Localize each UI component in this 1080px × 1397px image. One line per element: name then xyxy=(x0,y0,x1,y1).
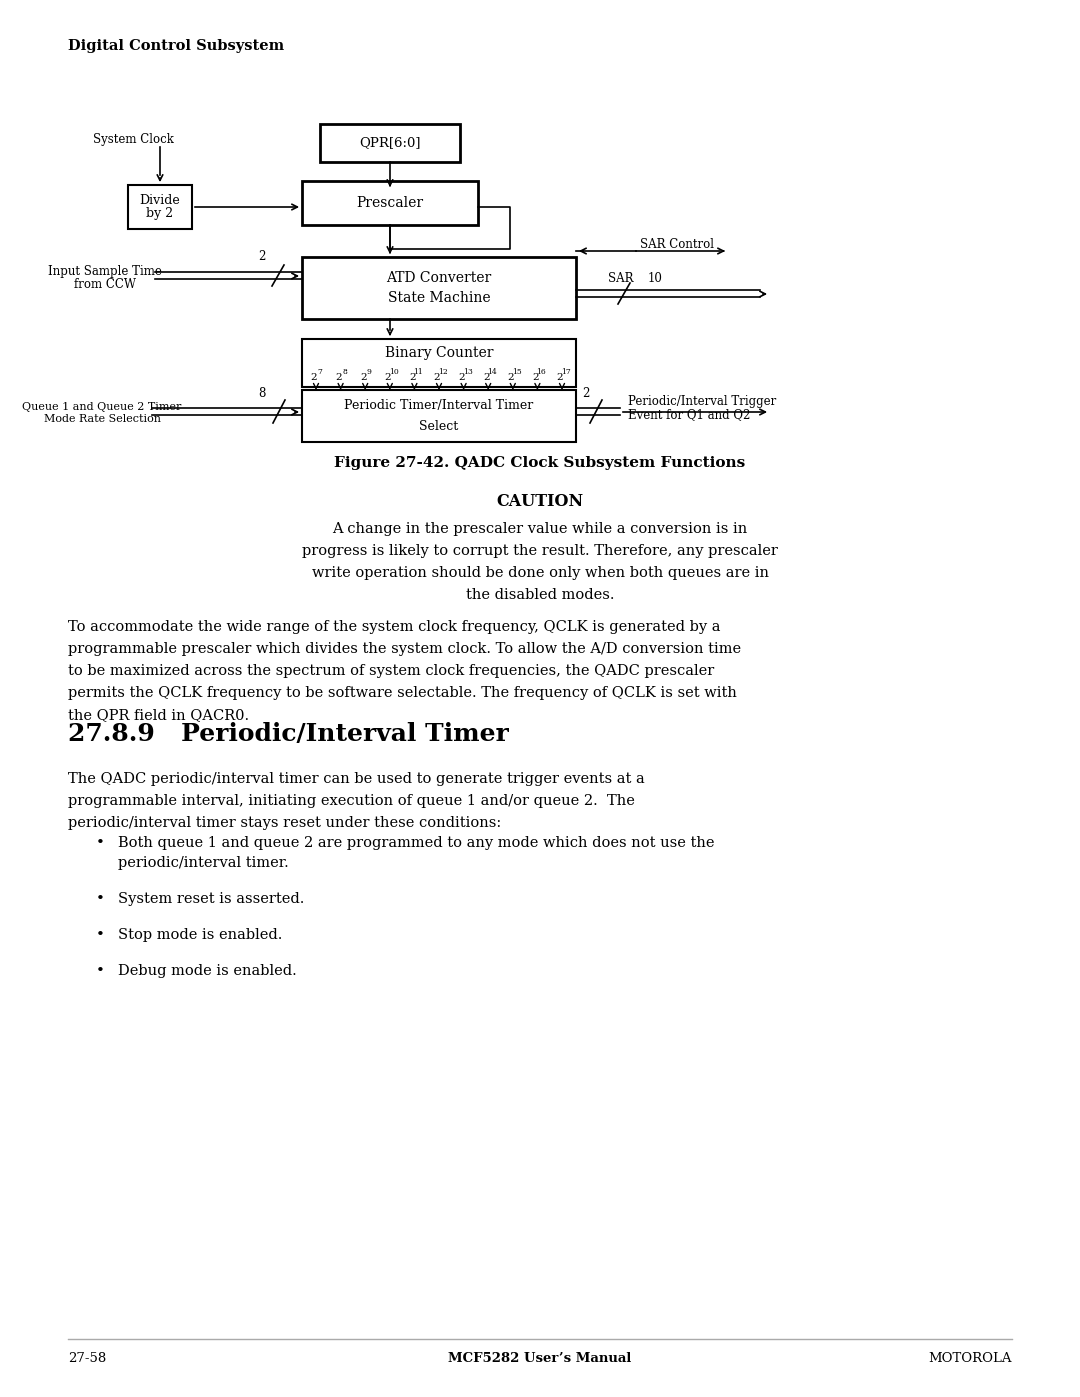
Bar xyxy=(302,339,576,387)
Bar xyxy=(302,257,576,319)
Text: To accommodate the wide range of the system clock frequency, QCLK is generated b: To accommodate the wide range of the sys… xyxy=(68,620,720,634)
Text: CAUTION: CAUTION xyxy=(497,493,583,510)
Text: 11: 11 xyxy=(414,367,423,376)
Text: 2: 2 xyxy=(458,373,464,381)
Text: •: • xyxy=(95,928,105,942)
Text: System Clock: System Clock xyxy=(93,133,174,145)
Text: 13: 13 xyxy=(462,367,473,376)
Text: 14: 14 xyxy=(487,367,497,376)
Text: 9: 9 xyxy=(367,367,372,376)
Text: •: • xyxy=(95,964,105,978)
Bar xyxy=(129,184,192,229)
Text: 27.8.9   Periodic/Interval Timer: 27.8.9 Periodic/Interval Timer xyxy=(68,722,509,746)
Text: permits the QCLK frequency to be software selectable. The frequency of QCLK is s: permits the QCLK frequency to be softwar… xyxy=(68,686,737,700)
Text: to be maximized across the spectrum of system clock frequencies, the QADC presca: to be maximized across the spectrum of s… xyxy=(68,664,714,678)
Text: 8: 8 xyxy=(342,367,347,376)
Text: 27-58: 27-58 xyxy=(68,1352,106,1365)
Text: 2: 2 xyxy=(556,373,564,381)
Text: State Machine: State Machine xyxy=(388,291,490,305)
Text: SAR: SAR xyxy=(608,272,634,285)
Text: 2: 2 xyxy=(434,373,441,381)
Text: 2: 2 xyxy=(335,373,342,381)
Text: 2: 2 xyxy=(258,250,266,263)
Text: 7: 7 xyxy=(318,367,323,376)
Text: Periodic Timer/Interval Timer: Periodic Timer/Interval Timer xyxy=(345,400,534,412)
Text: 2: 2 xyxy=(582,387,590,400)
Bar xyxy=(302,182,478,225)
Text: 10: 10 xyxy=(648,272,663,285)
Text: Periodic/Interval Trigger: Periodic/Interval Trigger xyxy=(627,394,777,408)
Text: 17: 17 xyxy=(562,367,571,376)
Text: 16: 16 xyxy=(537,367,546,376)
Text: 8: 8 xyxy=(258,387,266,400)
Text: System reset is asserted.: System reset is asserted. xyxy=(118,893,305,907)
Text: ATD Converter: ATD Converter xyxy=(387,271,491,285)
Text: 10: 10 xyxy=(389,367,399,376)
Text: MCF5282 User’s Manual: MCF5282 User’s Manual xyxy=(448,1352,632,1365)
Text: 2: 2 xyxy=(360,373,366,381)
Text: Figure 27-42. QADC Clock Subsystem Functions: Figure 27-42. QADC Clock Subsystem Funct… xyxy=(335,455,745,469)
Text: periodic/interval timer.: periodic/interval timer. xyxy=(118,856,288,870)
Text: Event for Q1 and Q2: Event for Q1 and Q2 xyxy=(627,408,751,422)
Text: progress is likely to corrupt the result. Therefore, any prescaler: progress is likely to corrupt the result… xyxy=(302,543,778,557)
Text: 2: 2 xyxy=(532,373,539,381)
Text: 2: 2 xyxy=(409,373,416,381)
Text: 15: 15 xyxy=(512,367,522,376)
Text: Prescaler: Prescaler xyxy=(356,196,423,210)
Text: the QPR field in QACR0.: the QPR field in QACR0. xyxy=(68,708,249,722)
Text: Divide: Divide xyxy=(139,194,180,207)
Text: Digital Control Subsystem: Digital Control Subsystem xyxy=(68,39,284,53)
Text: Input Sample Time: Input Sample Time xyxy=(49,264,162,278)
Text: 2: 2 xyxy=(483,373,489,381)
Text: •: • xyxy=(95,893,105,907)
Text: programmable prescaler which divides the system clock. To allow the A/D conversi: programmable prescaler which divides the… xyxy=(68,643,741,657)
Text: SAR Control: SAR Control xyxy=(640,237,714,250)
Text: QPR[6:0]: QPR[6:0] xyxy=(360,137,421,149)
Bar xyxy=(320,124,460,162)
Text: programmable interval, initiating execution of queue 1 and/or queue 2.  The: programmable interval, initiating execut… xyxy=(68,793,635,807)
Text: by 2: by 2 xyxy=(147,208,174,221)
Text: Mode Rate Selection: Mode Rate Selection xyxy=(43,414,161,425)
Text: 12: 12 xyxy=(438,367,448,376)
Text: Select: Select xyxy=(419,419,459,433)
Text: from CCW: from CCW xyxy=(75,278,136,291)
Text: A change in the prescaler value while a conversion is in: A change in the prescaler value while a … xyxy=(333,522,747,536)
Text: Stop mode is enabled.: Stop mode is enabled. xyxy=(118,928,282,942)
Text: 2: 2 xyxy=(508,373,514,381)
Text: Binary Counter: Binary Counter xyxy=(384,346,494,360)
Text: Both queue 1 and queue 2 are programmed to any mode which does not use the: Both queue 1 and queue 2 are programmed … xyxy=(118,835,715,849)
Text: Debug mode is enabled.: Debug mode is enabled. xyxy=(118,964,297,978)
Text: 2: 2 xyxy=(311,373,318,381)
Text: write operation should be done only when both queues are in: write operation should be done only when… xyxy=(311,566,769,580)
Text: the disabled modes.: the disabled modes. xyxy=(465,588,615,602)
Text: The QADC periodic/interval timer can be used to generate trigger events at a: The QADC periodic/interval timer can be … xyxy=(68,773,645,787)
Text: periodic/interval timer stays reset under these conditions:: periodic/interval timer stays reset unde… xyxy=(68,816,501,830)
Text: Queue 1 and Queue 2 Timer: Queue 1 and Queue 2 Timer xyxy=(23,402,181,412)
Bar xyxy=(302,390,576,441)
Text: 2: 2 xyxy=(384,373,391,381)
Text: •: • xyxy=(95,835,105,849)
Text: MOTOROLA: MOTOROLA xyxy=(929,1352,1012,1365)
